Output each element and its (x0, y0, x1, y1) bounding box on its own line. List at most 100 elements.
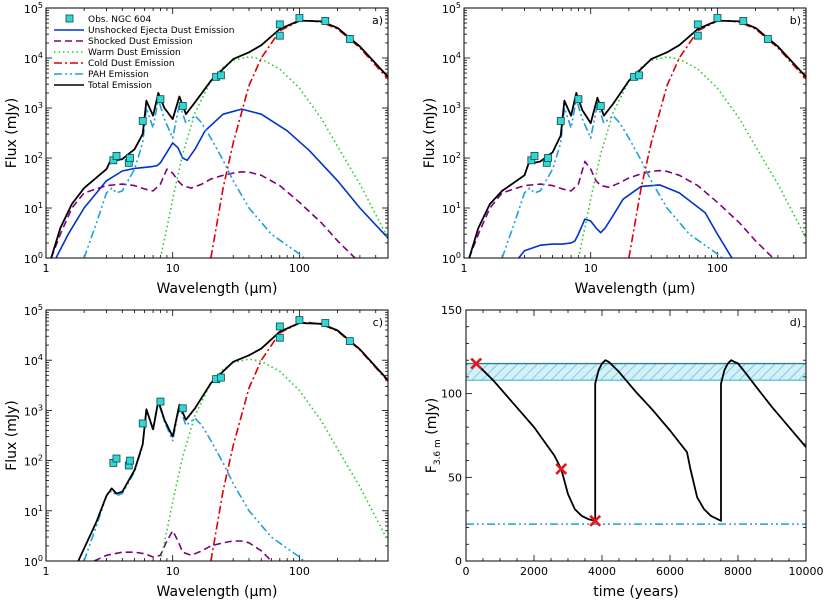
y-tick-label: 105 (24, 1, 43, 16)
x-tick-label: 100 (707, 262, 728, 275)
y-tick-label: 104 (442, 51, 461, 66)
observation-marker (138, 117, 147, 125)
y-tick-label: 104 (24, 51, 43, 66)
y-axis-label: Flux (mJy) (422, 98, 438, 169)
x-tick-label: 8000 (724, 565, 752, 578)
observation-marker (693, 31, 702, 40)
series-unshocked-ejecta-dust-emission (55, 108, 388, 258)
y-tick-label: 105 (442, 1, 461, 16)
y-tick-label: 103 (442, 101, 461, 116)
y-tick-label: 103 (24, 101, 43, 116)
x-tick-label: 10 (584, 262, 598, 275)
x-tick-label: 100 (289, 262, 310, 275)
x-tick-label: 1 (461, 262, 468, 275)
y-axis-label: F3.6 m (mJy) (424, 398, 443, 473)
observation-marker (321, 17, 330, 25)
y-tick-label: 104 (24, 353, 43, 368)
y-tick-label: 101 (24, 201, 43, 216)
observation-marker (574, 95, 583, 104)
observation-marker (126, 154, 134, 162)
observation-marker (275, 322, 284, 331)
series-shocked-dust-emission (468, 160, 775, 258)
panel-label: c) (373, 316, 383, 329)
x-tick-label: 10000 (789, 565, 824, 578)
series-total-emission (50, 19, 388, 258)
observation-points (109, 316, 354, 470)
series-cold-dust-emission (210, 321, 388, 561)
y-tick-label: 100 (24, 251, 43, 266)
panel-c: 1 10 100 100 101 102 103 104 105 Wavelength (μm) F… (4, 303, 389, 600)
observation-marker (216, 71, 225, 80)
series-f36-model (475, 359, 806, 522)
y-tick-label: 100 (442, 251, 461, 266)
panel-label: d) (790, 316, 801, 329)
axis-ticks (465, 309, 807, 562)
observation-marker (275, 333, 284, 342)
y-tick-label: 150 (441, 304, 462, 317)
series-total-emission (468, 19, 806, 258)
series-warm-dust-emission (577, 56, 806, 258)
observation-marker (178, 404, 187, 413)
series-pah-emission (501, 98, 724, 258)
observation-points (109, 14, 354, 167)
observation-marker (544, 154, 552, 162)
x-tick-label: 10 (166, 565, 180, 578)
x-marker (470, 357, 483, 370)
y-tick-label: 101 (442, 201, 461, 216)
legend-entry: Shocked Dust Emission (88, 37, 193, 47)
x-tick-label: 2000 (520, 565, 548, 578)
observation-marker (112, 152, 121, 160)
x-marker-stroke (555, 463, 568, 475)
axis-ticks (45, 310, 389, 562)
series-group (468, 19, 806, 258)
x-tick-label: 6000 (656, 565, 684, 578)
x-tick-label: 100 (289, 565, 310, 578)
y-tick-label: 102 (442, 151, 461, 166)
y-tick-label: 100 (24, 554, 43, 569)
observation-marker (763, 35, 772, 43)
observation-marker (693, 20, 702, 29)
plot-frame (45, 7, 389, 259)
panel-label: a) (372, 14, 383, 27)
legend-entry: Obs. NGC 604 (88, 15, 152, 25)
observation-marker (275, 31, 284, 40)
observation-marker (596, 102, 605, 110)
x-marker (589, 514, 602, 527)
observation-marker (321, 319, 330, 327)
panel-a: 1 10 100 100 101 102 103 104 105 Wavelength (μm) F… (4, 1, 389, 297)
legend-entry: Warm Dust Emission (88, 48, 181, 58)
y-tick-label: 102 (24, 151, 43, 166)
observation-marker (739, 17, 748, 25)
observation-marker (295, 14, 304, 22)
y-tick-label: 102 (24, 454, 43, 469)
series-shocked-dust-emission (50, 168, 357, 258)
observation-marker (275, 20, 284, 29)
series-group (50, 19, 388, 258)
observation-marker (216, 373, 225, 382)
legend-observation-marker (65, 14, 74, 23)
series-cold-dust-emission (628, 19, 806, 258)
observed-band (466, 363, 806, 381)
y-tick-label: 0 (455, 555, 462, 568)
y-tick-label: 100 (441, 388, 462, 401)
series-pah-emission (83, 400, 306, 561)
panel-d: 0 2000 4000 6000 8000 10000 0 50 100 150 time (yea… (424, 304, 824, 600)
series-warm-dust-emission (159, 56, 388, 258)
panel-b: 1 10 100 100 101 102 103 104 105 Wavelength (μm) F… (422, 1, 807, 297)
observation-marker (713, 14, 722, 22)
panel-label: b) (790, 14, 801, 27)
y-axis-label: Flux (mJy) (4, 400, 20, 471)
series-shocked-dust-emission (93, 529, 272, 561)
x-tick-label: 1 (43, 262, 50, 275)
observation-marker (138, 419, 147, 428)
observation-marker (178, 102, 187, 110)
observation-points (527, 14, 772, 167)
legend-entry: Cold Dust Emission (88, 59, 175, 69)
x-tick-label: 10 (166, 262, 180, 275)
series-cold-dust-emission (210, 19, 388, 258)
legend-entry: PAH Emission (88, 70, 149, 80)
observation-marker (530, 152, 539, 160)
series-group (77, 321, 388, 561)
